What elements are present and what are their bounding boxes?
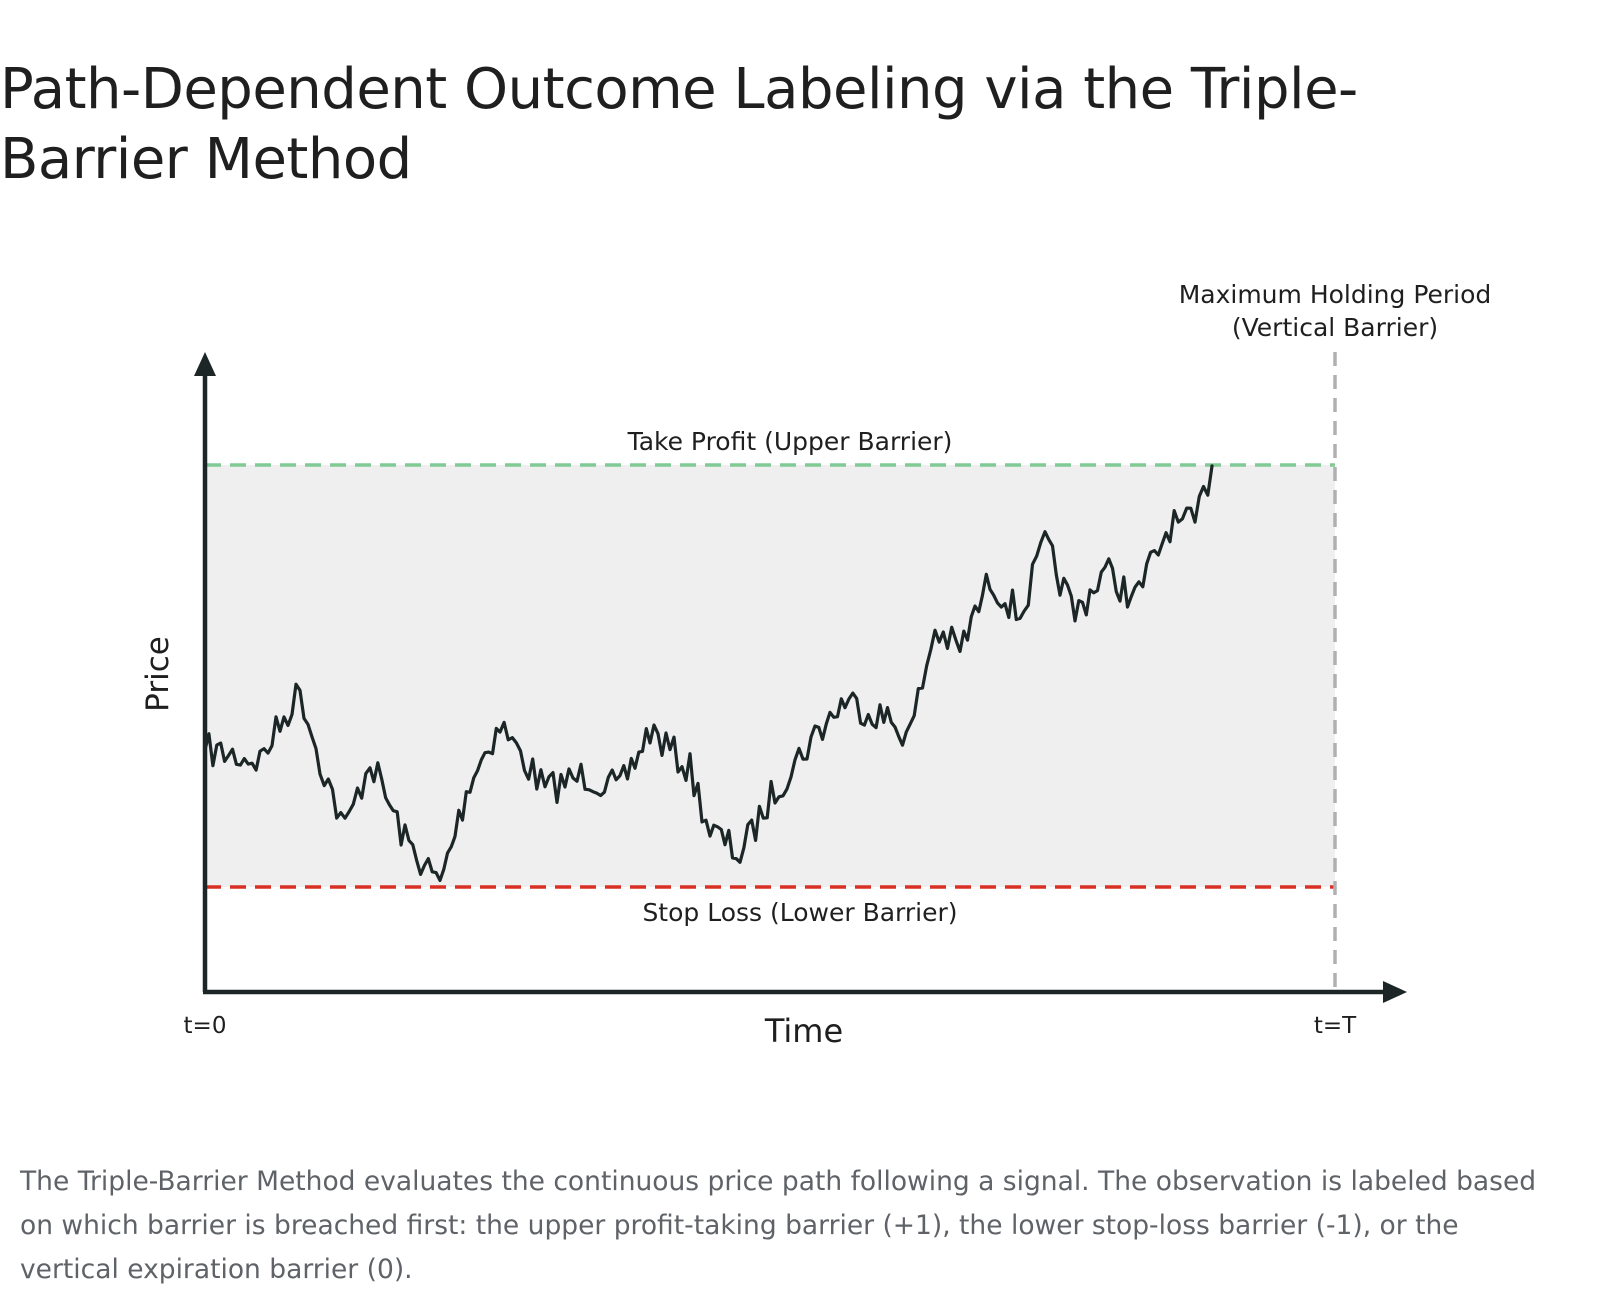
y-axis-label: Price [140,636,176,712]
y-axis-arrow-icon [194,352,216,376]
upper-barrier-label: Take Profit (Upper Barrier) [627,427,953,456]
barrier-band [205,465,1335,887]
x-axis-label: Time [764,1012,843,1050]
vertical-barrier-label-line2: (Vertical Barrier) [1232,313,1438,342]
x-end-label: t=T [1314,1013,1357,1039]
lower-barrier-label: Stop Loss (Lower Barrier) [642,898,957,927]
figure-caption: The Triple-Barrier Method evaluates the … [20,1166,1537,1285]
triple-barrier-diagram: Price Time t=0 t=T Take Profit (Upper Ba… [140,280,1492,1050]
x-axis-arrow-icon [1383,981,1407,1003]
vertical-barrier-label-line1: Maximum Holding Period [1179,280,1492,309]
page-title: Path-Dependent Outcome Labeling via the … [0,57,1358,192]
x-start-label: t=0 [184,1013,227,1039]
price-path [203,464,1214,882]
